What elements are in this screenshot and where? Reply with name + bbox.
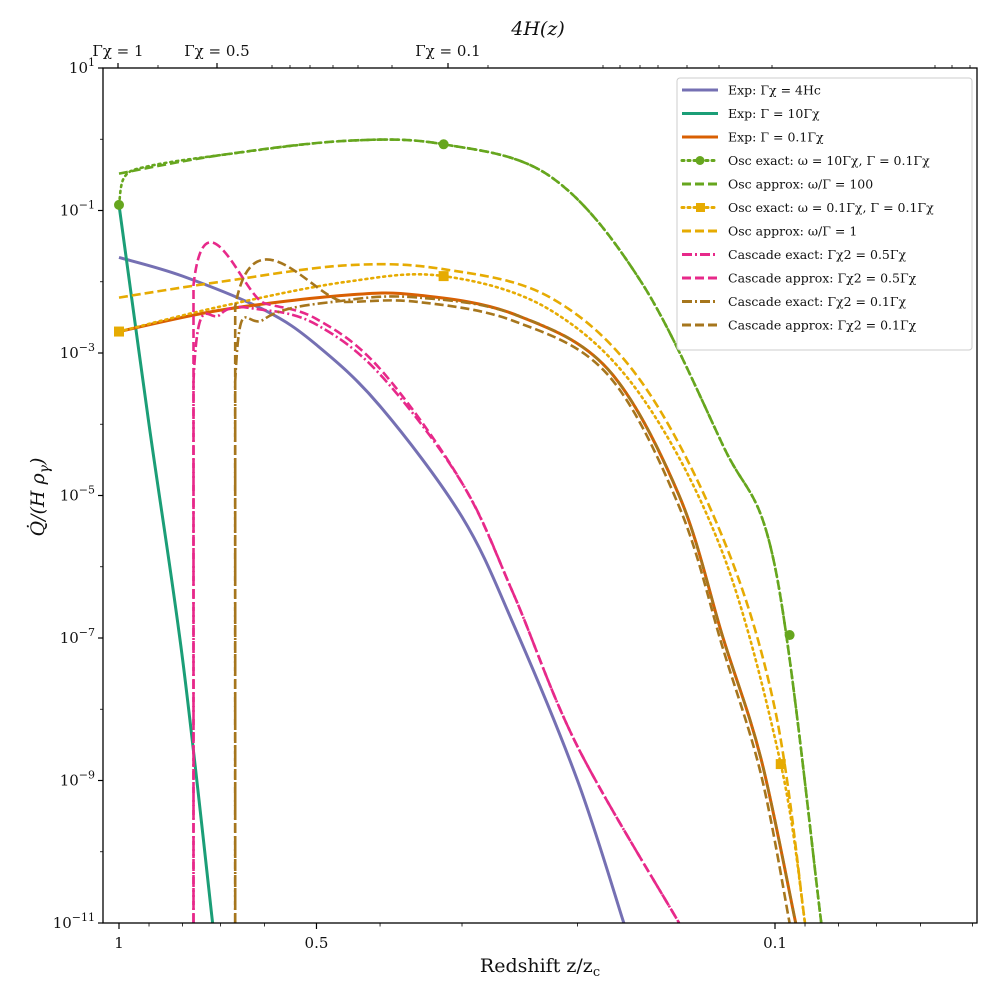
legend-item: Cascade approx: Γχ2 = 0.5Γχ <box>682 271 917 286</box>
marker-square <box>775 759 786 770</box>
legend-label: Cascade exact: Γχ2 = 0.5Γχ <box>728 247 907 262</box>
legend-label: Osc exact: ω = 0.1Γχ, Γ = 0.1Γχ <box>728 200 934 215</box>
marker-square <box>114 326 124 337</box>
x-tick-label: 1 <box>114 934 124 952</box>
legend-label: Exp: Γχ = 4Hc <box>728 83 821 98</box>
legend-label: Cascade approx: Γχ2 = 0.1Γχ <box>728 318 917 333</box>
legend-label: Osc approx: ω/Γ = 100 <box>728 177 873 192</box>
legend-item: Cascade exact: Γχ2 = 0.1Γχ <box>682 294 907 309</box>
y-axis: 101 10−1 10−3 10−5 10−7 10−9 10−11 <box>53 56 103 932</box>
y-tick-label: 10−1 <box>60 199 95 220</box>
legend-label: Osc exact: ω = 10Γχ, Γ = 0.1Γχ <box>728 153 930 168</box>
series-0 <box>118 255 626 923</box>
marker-circle <box>114 199 124 210</box>
legend-item: Exp: Γ = 0.1Γχ <box>682 130 824 145</box>
legend-label: Exp: Γ = 0.1Γχ <box>728 130 824 145</box>
legend-item: Exp: Γχ = 4Hc <box>682 83 821 98</box>
legend-item: Osc exact: ω = 10Γχ, Γ = 0.1Γχ <box>680 153 930 168</box>
legend: Exp: Γχ = 4Hc Exp: Γ = 10Γχ Exp: Γ = 0.1Γχ… <box>676 77 973 351</box>
y-tick-label: 10−3 <box>60 341 95 362</box>
legend-label: Cascade exact: Γχ2 = 0.1Γχ <box>728 294 907 309</box>
legend-marker-square <box>696 203 705 212</box>
legend-box <box>676 77 973 351</box>
top-axis: Γχ = 1 Γχ = 0.5 Γχ = 0.1 <box>92 42 971 68</box>
x-axis: 1 0.5 0.1 <box>114 923 973 952</box>
y-tick-label: 10−11 <box>53 911 95 932</box>
legend-item: Exp: Γ = 10Γχ <box>682 106 820 121</box>
top-tick-label: Γχ = 0.5 <box>184 42 249 60</box>
series-5 <box>114 271 807 923</box>
x-tick-label: 0.5 <box>305 934 329 952</box>
series-1 <box>117 204 215 923</box>
series-9 <box>233 295 797 923</box>
legend-item: Cascade approx: Γχ2 = 0.1Γχ <box>682 318 917 333</box>
legend-label: Cascade approx: Γχ2 = 0.5Γχ <box>728 271 917 286</box>
series-6 <box>118 262 807 923</box>
legend-label: Exp: Γ = 10Γχ <box>728 106 820 121</box>
legend-item: Osc approx: ω/Γ = 100 <box>682 177 873 192</box>
y-tick-label: 10−5 <box>60 484 95 505</box>
top-axis-title: 4H(z) <box>510 18 565 40</box>
series-7 <box>192 305 681 923</box>
series-8 <box>192 241 681 923</box>
y-tick-label: 101 <box>69 56 95 77</box>
marker-square <box>438 271 449 282</box>
legend-item: Osc approx: ω/Γ = 1 <box>682 224 857 239</box>
legend-item: Osc exact: ω = 0.1Γχ, Γ = 0.1Γχ <box>680 200 934 215</box>
series-2 <box>118 291 798 923</box>
series-10 <box>233 258 791 923</box>
series-layer <box>114 138 823 923</box>
x-tick-label: 0.1 <box>763 934 787 952</box>
legend-marker-circle <box>695 156 705 165</box>
legend-label: Osc approx: ω/Γ = 1 <box>728 224 857 239</box>
top-tick-label: Γχ = 0.1 <box>415 42 480 60</box>
top-tick-label: Γχ = 1 <box>92 42 143 60</box>
y-tick-label: 10−9 <box>60 769 95 790</box>
y-axis-title: Q̇/(H ργ) <box>27 458 53 537</box>
y-tick-label: 10−7 <box>60 626 95 647</box>
series-4 <box>118 138 823 923</box>
x-axis-title: Redshift z/zc <box>480 955 600 980</box>
legend-item: Cascade exact: Γχ2 = 0.5Γχ <box>682 247 907 262</box>
